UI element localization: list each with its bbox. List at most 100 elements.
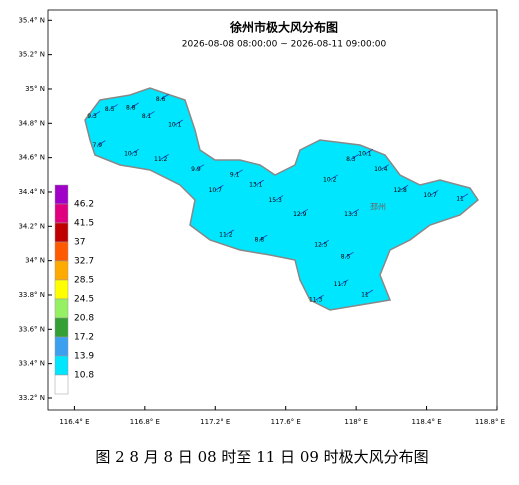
wind-barb: [459, 193, 469, 200]
wind-barb: [215, 184, 224, 191]
wind-barb: [259, 234, 268, 241]
y-tick-label: 34° N: [25, 257, 45, 265]
station-value: 12.5: [314, 242, 328, 249]
legend-swatch: [54, 355, 69, 376]
wind-barb: [274, 195, 284, 201]
x-tick-label: 118.8° E: [475, 418, 505, 426]
station-value: 12.9: [293, 211, 307, 218]
legend-swatch: [54, 260, 69, 281]
wind-barb: [225, 229, 235, 236]
legend-label: 28.5: [74, 276, 94, 286]
y-tick-label: 35.2° N: [18, 51, 45, 59]
wind-barb: [340, 279, 349, 286]
title: 徐州市极大风分布图: [229, 20, 338, 35]
station-value: 9.9: [191, 166, 201, 173]
wind-barb: [97, 140, 106, 146]
y-tick-label: 33.8° N: [18, 291, 45, 299]
wind-barb: [160, 154, 169, 160]
caption: 图 2 8 月 8 日 08 时至 11 日 09 时极大风分布图: [95, 448, 428, 466]
legend-swatch: [54, 241, 69, 262]
station-value: 7.9: [93, 142, 103, 149]
legend-label: 20.8: [74, 314, 94, 324]
subtitle: 2026-08-08 08:00:00 ~ 2026-08-11 09:00:0…: [182, 40, 387, 50]
station-value: 10.1: [168, 122, 182, 129]
legend-swatch: [54, 222, 69, 243]
y-tick-label: 34.6° N: [18, 154, 45, 162]
x-tick-label: 118.4° E: [411, 418, 441, 426]
wind-barb: [380, 164, 390, 170]
wind-barb: [146, 111, 155, 117]
station-value: 11: [456, 195, 464, 202]
x-tick-label: 116.8° E: [130, 418, 160, 426]
place-label: 邳州: [370, 203, 386, 212]
y-tick-label: 35.4° N: [18, 16, 45, 24]
wind-barb: [130, 148, 139, 155]
legend-label: 10.8: [74, 371, 94, 381]
x-tick-label: 117.6° E: [271, 418, 301, 426]
station-value: 8.8: [126, 104, 136, 111]
station-value: 10.7: [423, 192, 437, 199]
y-tick-label: 34.2° N: [18, 222, 45, 230]
wind-barb: [320, 239, 330, 246]
station-value: 11: [361, 291, 369, 298]
wind-barb: [195, 164, 205, 170]
station-value: 10.2: [323, 176, 337, 183]
legend-swatch: [54, 374, 69, 395]
y-tick-label: 34.4° N: [18, 188, 45, 196]
station-value: 10.1: [358, 151, 372, 158]
y-tick-label: 35° N: [25, 85, 45, 93]
legend-label: 41.5: [74, 219, 94, 229]
station-value: 8.5: [105, 106, 115, 113]
station-value: 11.2: [154, 156, 168, 163]
wind-barb: [364, 148, 374, 155]
legend-label: 17.2: [74, 333, 94, 343]
station-value: 11.3: [309, 297, 323, 304]
station-value: 8.8: [255, 237, 265, 244]
y-tick-label: 33.2° N: [18, 394, 45, 402]
wind-barb: [329, 174, 338, 181]
station-value: 8.6: [156, 96, 166, 103]
legend-label: 46.2: [74, 200, 94, 210]
wind-barb: [160, 93, 169, 100]
station-value: 11.2: [219, 231, 233, 238]
station-value: 9.1: [230, 171, 240, 178]
wind-barb: [345, 251, 354, 258]
wind-barb: [234, 169, 243, 176]
legend-swatch: [54, 336, 69, 357]
layers: 116.4° E 116.8° E 117.2° E 117.6° E 118° E 11…: [18, 16, 505, 426]
wind-barb: [429, 190, 439, 196]
wind-barb: [350, 154, 360, 160]
wind-barb: [91, 111, 101, 117]
legend-swatch: [54, 184, 69, 205]
wind-barb: [109, 104, 118, 110]
legend-swatch: [54, 203, 69, 224]
wind-barb: [399, 184, 409, 191]
legend-label: 37: [74, 238, 85, 248]
wind-barb: [364, 289, 374, 296]
region: [84, 87, 479, 311]
legend-swatch: [54, 279, 69, 300]
station-value: 13.1: [249, 182, 263, 189]
wind-barb: [255, 179, 264, 186]
station-value: 8.1: [142, 113, 152, 120]
station-value: 9.3: [87, 113, 97, 120]
y-tick-label: 34.8° N: [18, 119, 45, 127]
x-tick-label: 117.2° E: [200, 418, 230, 426]
wind-barb: [174, 119, 183, 126]
station-value: 10.7: [209, 187, 223, 194]
legend-label: 13.9: [74, 352, 94, 362]
x-tick-label: 118° E: [344, 418, 368, 426]
wind-barb: [350, 208, 360, 215]
legend-label: 32.7: [74, 257, 94, 267]
legend-swatch: [54, 298, 69, 319]
station-value: 10.3: [124, 151, 138, 158]
y-tick-label: 33.4° N: [18, 360, 45, 368]
station-value: 10.4: [374, 166, 388, 173]
legend-label: 24.5: [74, 295, 94, 305]
station-value: 8.3: [346, 156, 356, 163]
legend-swatch: [54, 317, 69, 338]
station-value: 11.7: [334, 281, 348, 288]
station-value: 15.3: [268, 197, 282, 204]
